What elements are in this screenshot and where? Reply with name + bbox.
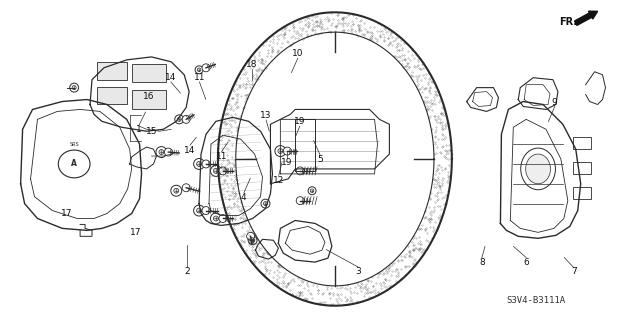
Text: 19: 19 bbox=[281, 158, 292, 167]
Circle shape bbox=[159, 150, 164, 154]
Text: 10: 10 bbox=[292, 49, 303, 58]
Text: 17: 17 bbox=[60, 209, 72, 218]
Circle shape bbox=[296, 197, 304, 204]
Circle shape bbox=[251, 238, 255, 242]
Circle shape bbox=[219, 167, 227, 175]
Circle shape bbox=[156, 147, 167, 158]
Circle shape bbox=[202, 160, 210, 168]
Text: 6: 6 bbox=[524, 258, 529, 267]
Bar bbox=[573, 162, 591, 174]
FancyArrow shape bbox=[575, 11, 598, 26]
Circle shape bbox=[246, 232, 255, 240]
Circle shape bbox=[202, 64, 210, 72]
Text: 15: 15 bbox=[146, 127, 157, 136]
Text: S3V4-B3111A: S3V4-B3111A bbox=[506, 296, 565, 305]
Circle shape bbox=[310, 189, 314, 192]
Circle shape bbox=[219, 214, 227, 222]
Circle shape bbox=[171, 185, 182, 196]
Text: 18: 18 bbox=[246, 60, 258, 69]
Text: 11: 11 bbox=[216, 152, 227, 161]
Circle shape bbox=[196, 208, 202, 213]
Bar bbox=[97, 87, 127, 105]
Text: 14: 14 bbox=[184, 145, 196, 154]
Ellipse shape bbox=[521, 148, 556, 190]
Text: 5: 5 bbox=[317, 155, 323, 164]
Bar bbox=[573, 137, 591, 149]
Circle shape bbox=[164, 148, 172, 156]
Bar bbox=[97, 62, 127, 80]
Circle shape bbox=[202, 207, 210, 214]
Text: 𝗔: 𝗔 bbox=[71, 160, 77, 168]
Circle shape bbox=[194, 205, 205, 216]
Text: 7: 7 bbox=[571, 267, 577, 276]
Text: 14: 14 bbox=[165, 73, 177, 82]
Circle shape bbox=[72, 85, 76, 90]
Circle shape bbox=[264, 202, 268, 206]
Text: 19: 19 bbox=[294, 117, 305, 126]
Text: 11: 11 bbox=[194, 73, 205, 82]
Ellipse shape bbox=[58, 150, 90, 178]
Circle shape bbox=[296, 167, 304, 175]
Circle shape bbox=[182, 115, 190, 123]
Text: 13: 13 bbox=[260, 111, 272, 120]
Text: SRS: SRS bbox=[69, 142, 79, 147]
Circle shape bbox=[308, 187, 316, 195]
Circle shape bbox=[261, 199, 270, 208]
Circle shape bbox=[70, 83, 79, 92]
Circle shape bbox=[196, 161, 202, 167]
Circle shape bbox=[211, 166, 221, 176]
Circle shape bbox=[175, 115, 184, 124]
Text: 2: 2 bbox=[184, 267, 189, 276]
Circle shape bbox=[182, 184, 190, 192]
Circle shape bbox=[177, 117, 181, 121]
Text: 4: 4 bbox=[241, 193, 246, 202]
Circle shape bbox=[174, 188, 179, 193]
Bar bbox=[132, 90, 166, 109]
Circle shape bbox=[278, 149, 283, 153]
Circle shape bbox=[211, 213, 221, 224]
Text: 17: 17 bbox=[131, 228, 142, 237]
Text: FR.: FR. bbox=[559, 17, 577, 27]
Circle shape bbox=[284, 147, 291, 155]
Circle shape bbox=[214, 216, 218, 221]
Circle shape bbox=[248, 236, 257, 245]
Circle shape bbox=[194, 159, 205, 169]
Text: 12: 12 bbox=[273, 175, 284, 185]
Text: 1: 1 bbox=[136, 125, 142, 134]
Bar bbox=[132, 64, 166, 82]
Text: 9: 9 bbox=[552, 98, 557, 107]
Ellipse shape bbox=[525, 154, 550, 184]
Circle shape bbox=[195, 66, 203, 74]
Circle shape bbox=[197, 68, 201, 71]
Bar bbox=[573, 187, 591, 199]
Text: 16: 16 bbox=[143, 92, 154, 101]
Text: 3: 3 bbox=[355, 267, 361, 276]
Circle shape bbox=[275, 145, 286, 157]
Circle shape bbox=[214, 168, 218, 173]
Text: 8: 8 bbox=[479, 258, 484, 267]
